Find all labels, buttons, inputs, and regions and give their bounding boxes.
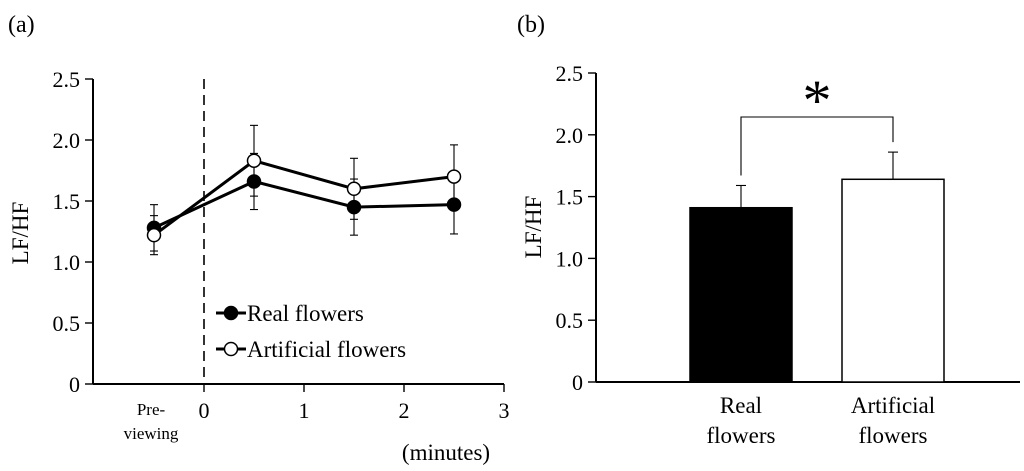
panel-b-label: (b) bbox=[517, 12, 545, 38]
y-tick-label: 2.5 bbox=[556, 61, 584, 86]
legend-marker-artificial-flowers bbox=[223, 341, 239, 357]
data-point bbox=[446, 169, 462, 184]
panel-a-y-ticks: 0 0.5 1.0 1.5 2.0 2.5 bbox=[53, 67, 93, 397]
panel-b-y-axis-title: LF/HF bbox=[521, 196, 546, 259]
x-tick-label: 3 bbox=[499, 398, 510, 423]
significance-marker: * bbox=[803, 68, 832, 133]
legend-label-artificial-flowers: Artificial flowers bbox=[247, 337, 406, 362]
y-tick-label: 0 bbox=[572, 370, 583, 395]
x-category-label: Real bbox=[720, 393, 762, 418]
y-tick-label: 2.0 bbox=[556, 123, 584, 148]
y-tick-label: 1.5 bbox=[556, 185, 584, 210]
series-line-real-flowers bbox=[153, 179, 455, 230]
y-tick-label: 2.0 bbox=[53, 128, 81, 153]
panel-b-y-ticks: 0 0.5 1.0 1.5 2.0 2.5 bbox=[556, 61, 596, 395]
panel-a-x-axis-title: (minutes) bbox=[402, 440, 490, 465]
series-real-flowers bbox=[146, 152, 462, 252]
x-tick-label: viewing bbox=[124, 424, 179, 443]
x-tick-label: 0 bbox=[199, 398, 210, 423]
x-category-label: flowers bbox=[859, 423, 928, 448]
y-tick-label: 0 bbox=[69, 372, 80, 397]
data-point bbox=[246, 153, 262, 168]
bar bbox=[841, 178, 945, 383]
y-tick-label: 0.5 bbox=[556, 308, 584, 333]
bar-chart-panel: (b) LF/HF 0 0.5 1.0 1.5 2.0 2.5 Real flowers Ar… bbox=[517, 12, 1020, 448]
x-tick-label: 1 bbox=[299, 398, 310, 423]
series-artificial-flowers bbox=[146, 124, 462, 256]
series-line-artificial-flowers bbox=[153, 159, 455, 237]
panel-b-bars bbox=[689, 151, 945, 383]
y-tick-label: 1.5 bbox=[53, 189, 81, 214]
line-chart-panel: (a) LF/HF 0 0.5 1.0 1.5 2.0 2.5 Pre-viewing 0 1… bbox=[8, 12, 510, 465]
panel-a-y-axis-title: LF/HF bbox=[8, 202, 33, 265]
y-tick-label: 1.0 bbox=[556, 246, 584, 271]
y-tick-label: 2.5 bbox=[53, 67, 81, 92]
panel-a-label: (a) bbox=[8, 12, 35, 38]
legend-marker-real-flowers bbox=[223, 305, 239, 321]
x-category-label: flowers bbox=[707, 423, 776, 448]
panel-a-x-ticks: Pre-viewing 0 1 2 3 bbox=[124, 384, 510, 443]
data-point bbox=[146, 227, 162, 243]
legend: Real flowers Artificial flowers bbox=[216, 301, 406, 362]
y-tick-label: 0.5 bbox=[53, 311, 81, 336]
panel-b-x-labels: Real flowers Artificial flowers bbox=[707, 393, 936, 448]
panel-a-series bbox=[146, 124, 462, 256]
legend-label-real-flowers: Real flowers bbox=[247, 301, 364, 326]
x-tick-label: 2 bbox=[399, 398, 410, 423]
bar bbox=[689, 206, 793, 383]
data-point bbox=[346, 181, 362, 197]
x-tick-label: Pre- bbox=[137, 400, 166, 419]
x-category-label: Artificial bbox=[851, 393, 935, 418]
y-tick-label: 1.0 bbox=[53, 250, 81, 275]
significance-bracket bbox=[740, 116, 894, 176]
